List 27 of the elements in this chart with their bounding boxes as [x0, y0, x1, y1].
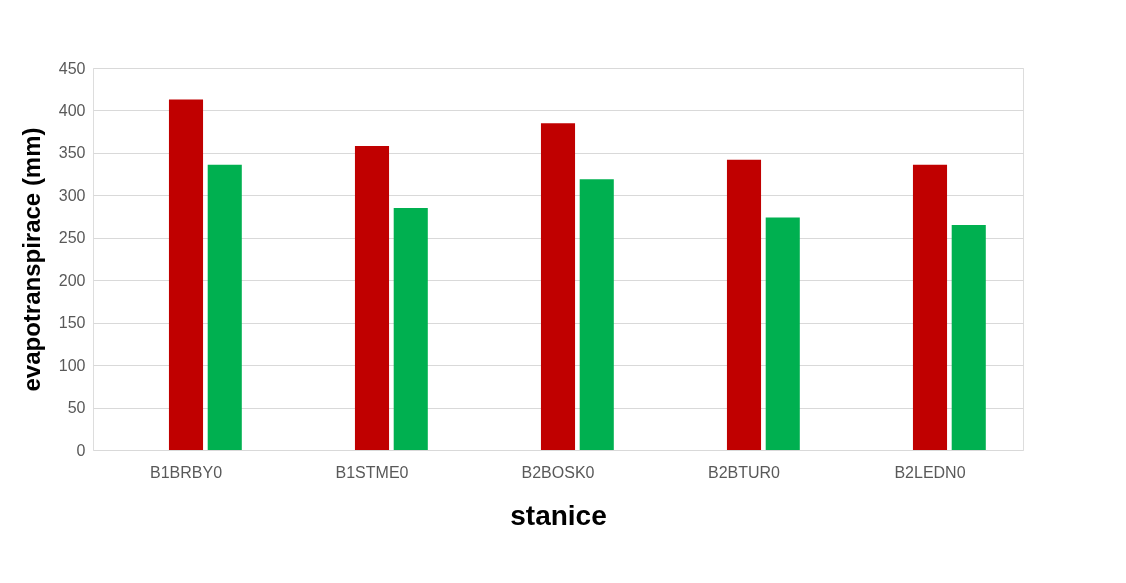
bar — [540, 123, 576, 450]
x-tick-label: B2BOSK0 — [521, 463, 595, 481]
x-tick-label: B1STME0 — [335, 463, 409, 481]
bar — [579, 179, 614, 450]
y-tick-label: 450 — [58, 59, 86, 77]
x-axis-title: stanice — [510, 499, 607, 531]
y-tick-label: 200 — [58, 271, 86, 289]
bar — [393, 208, 428, 450]
y-tick-label: 250 — [58, 229, 86, 247]
x-tick-label: B2BTUR0 — [707, 463, 781, 481]
y-tick-label: 100 — [58, 356, 86, 374]
y-tick-label: 150 — [58, 314, 86, 332]
bar — [765, 217, 800, 450]
y-tick-label: 350 — [58, 144, 86, 162]
y-tick-label: 300 — [58, 186, 86, 204]
x-tick-label: B2LEDN0 — [894, 463, 966, 481]
y-tick-label: 50 — [67, 399, 86, 417]
y-axis-title: evapotranspirace (mm) — [17, 127, 45, 392]
y-tick-label: 0 — [76, 441, 86, 459]
bar — [951, 225, 986, 450]
bar — [354, 146, 390, 450]
y-tick-label: 400 — [58, 101, 86, 119]
bar — [207, 164, 242, 450]
bar — [726, 159, 762, 450]
bar — [168, 99, 204, 450]
x-tick-label: B1BRBY0 — [149, 463, 223, 481]
bar — [912, 164, 948, 450]
